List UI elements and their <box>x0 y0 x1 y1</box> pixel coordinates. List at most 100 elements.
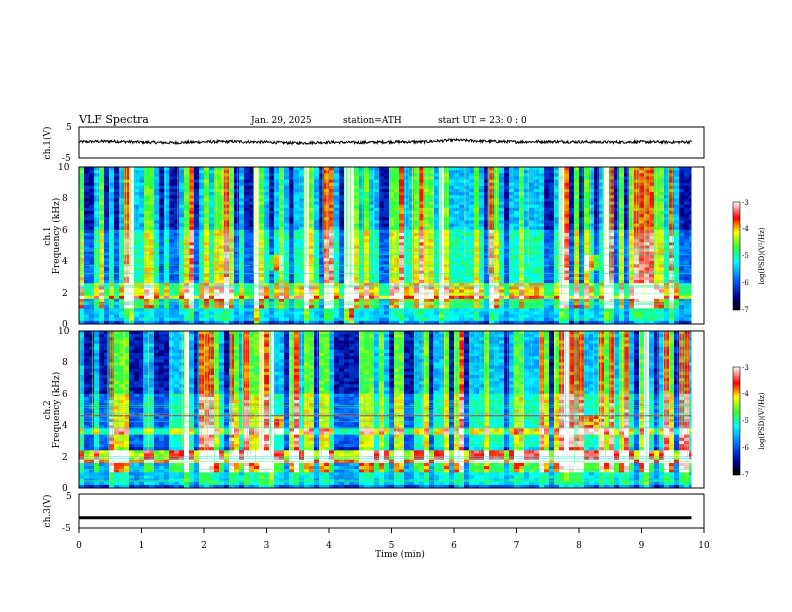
spectrogram-cell <box>89 283 95 287</box>
spectrogram-cell <box>199 311 205 315</box>
spectrogram-cell <box>504 185 510 190</box>
spectrogram-cell <box>469 289 475 293</box>
spectrogram-cell <box>89 220 95 224</box>
spectrogram-cell <box>369 286 375 290</box>
spectrogram-cell <box>109 210 115 215</box>
spectrogram-cell <box>354 229 360 234</box>
spectrogram-cell <box>414 192 420 196</box>
spectrogram-cell <box>179 245 185 249</box>
spectrogram-cell <box>159 185 165 190</box>
spectrogram-cell <box>534 251 540 256</box>
spectrogram-cell <box>239 276 245 281</box>
spectrogram-cell <box>134 201 140 205</box>
spectrogram-cell <box>479 280 485 284</box>
spectrogram-cell <box>109 192 115 196</box>
spectrogram-cell <box>554 207 560 212</box>
spectrogram-cell <box>469 317 475 322</box>
spectrogram-cell <box>174 210 180 215</box>
spectrogram-cell <box>379 204 385 209</box>
spectrogram-cell <box>384 173 390 177</box>
spectrogram-cell <box>369 258 375 262</box>
spectrogram-cell <box>319 192 325 196</box>
spectrogram-cell <box>289 204 295 209</box>
spectrogram-cell <box>104 229 110 234</box>
spectrogram-cell <box>439 283 445 287</box>
spectrogram-cell <box>429 239 435 243</box>
spectrogram-cell <box>329 210 335 215</box>
spectrogram-cell <box>259 210 265 215</box>
spectrogram-cell <box>134 267 140 271</box>
spectrogram-cell <box>549 311 555 315</box>
spectrogram-cell <box>534 280 540 284</box>
spectrogram-cell <box>279 232 285 237</box>
spectrogram-cell <box>294 207 300 212</box>
spectrogram-cell <box>514 176 520 180</box>
spectrogram-cell <box>284 179 290 183</box>
spectrogram-cell <box>479 214 485 218</box>
spectrogram-cell <box>554 267 560 271</box>
spectrogram-cell <box>574 173 580 177</box>
spectrogram-cell <box>149 317 155 322</box>
spectrogram-cell <box>344 305 350 309</box>
spectrogram-cell <box>394 311 400 315</box>
spectrogram-cell <box>464 242 470 246</box>
spectrogram-cell <box>214 207 220 212</box>
spectrogram-cell <box>479 192 485 196</box>
spectrogram-cell <box>244 286 250 290</box>
spectrogram-cell <box>384 251 390 256</box>
spectrogram-cell <box>364 236 370 240</box>
spectrogram-cell <box>359 283 365 287</box>
spectrogram-cell <box>124 280 130 284</box>
spectrogram-cell <box>99 267 105 271</box>
spectrogram-cell <box>149 195 155 199</box>
spectrogram-cell <box>249 239 255 243</box>
spectrogram-cell <box>304 298 310 303</box>
spectrogram-cell <box>164 236 170 240</box>
spectrogram-cell <box>169 317 175 322</box>
spectrogram-cell <box>479 239 485 243</box>
spectrogram-cell <box>289 251 295 256</box>
spectrogram-cell <box>364 320 370 325</box>
spectrogram-cell <box>334 173 340 177</box>
spectrogram-cell <box>384 276 390 281</box>
spectrogram-cell <box>489 242 495 246</box>
spectrogram-cell <box>509 173 515 177</box>
spectrogram-cell <box>434 170 440 174</box>
spectrogram-cell <box>379 264 385 268</box>
spectrogram-cell <box>519 170 525 174</box>
spectrogram-cell <box>259 302 265 306</box>
spectrogram-cell <box>114 201 120 205</box>
spectrogram-cell <box>224 239 230 243</box>
spectrogram-cell <box>539 295 545 300</box>
spectrogram-cell <box>214 232 220 237</box>
spectrogram-cell <box>519 292 525 297</box>
spectrogram-cell <box>414 276 420 281</box>
spectrogram-cell <box>524 223 530 227</box>
spectrogram-cell <box>399 267 405 271</box>
spectrogram-cell <box>214 245 220 249</box>
spectrogram-cell <box>524 217 530 221</box>
spectrogram-cell <box>539 217 545 221</box>
spectrogram-cell <box>289 286 295 290</box>
spectrogram-cell <box>294 242 300 246</box>
spectrogram-cell <box>409 232 415 237</box>
spectrogram-cell <box>329 170 335 174</box>
spectrogram-cell <box>189 242 195 246</box>
spectrogram-cell <box>549 170 555 174</box>
spectrogram-cell <box>329 273 335 278</box>
spectrogram-cell <box>384 283 390 287</box>
spectrogram-cell <box>209 207 215 212</box>
spectrogram-cell <box>454 289 460 293</box>
spectrogram-cell <box>314 173 320 177</box>
spectrogram-cell <box>179 242 185 246</box>
spectrogram-cell <box>354 188 360 193</box>
spectrogram-cell <box>514 229 520 234</box>
spectrogram-cell <box>374 223 380 227</box>
spectrogram-cell <box>264 251 270 256</box>
spectrogram-cell <box>399 320 405 325</box>
spectrogram-cell <box>84 248 90 253</box>
spectrogram-cell <box>334 167 340 171</box>
spectrogram-cell <box>339 280 345 284</box>
spectrogram-cell <box>194 176 200 180</box>
spectrogram-cell <box>474 295 480 300</box>
